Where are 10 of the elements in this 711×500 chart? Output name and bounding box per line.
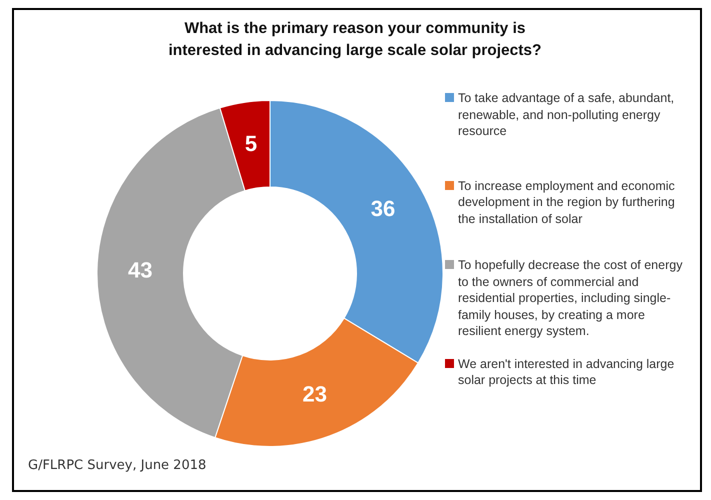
data-label: 36	[370, 196, 396, 221]
data-label: 23	[302, 381, 328, 406]
data-label: 5	[244, 131, 258, 156]
legend-label: To increase employment and economic development in the region by furthering the installation of solar	[458, 178, 675, 226]
chart-title: What is the primary reason your community is interested in advancing large scale solar projects?	[168, 19, 542, 61]
legend-label: To take advantage of a safe, abundant, renewable, and non-polluting energy resource	[458, 91, 674, 138]
text: G/FLRPC Survey, June 2018	[28, 458, 206, 473]
legend-label: We aren't interested in advancing large solar projects at this time	[458, 356, 674, 387]
legend-label: To hopefully decrease the cost of energy to the owners of commercial and residential properties, including single-family houses, by creating a more resilient energy system.	[458, 258, 682, 338]
data-label: 43	[128, 258, 153, 283]
